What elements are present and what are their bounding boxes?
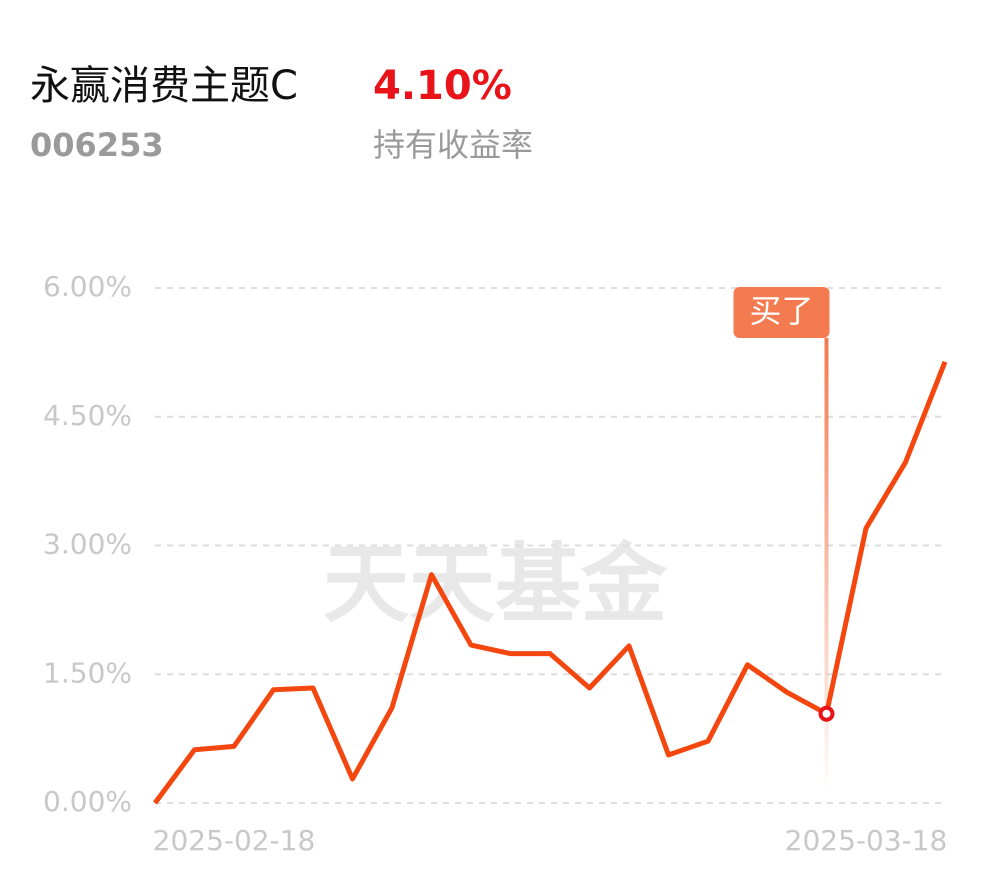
return-line bbox=[152, 360, 948, 805]
buy-point bbox=[818, 705, 835, 722]
x-tick-label: 2025-03-18 bbox=[785, 824, 948, 857]
fund-code: 006253 bbox=[30, 126, 164, 164]
buy-marker-label: 买了 bbox=[749, 292, 813, 330]
y-tick-label: 6.00% bbox=[43, 270, 132, 303]
y-tick-label: 4.50% bbox=[43, 399, 132, 432]
buy-marker-line bbox=[824, 338, 829, 795]
return-label: 持有收益率 bbox=[373, 126, 533, 164]
y-tick-label: 3.00% bbox=[43, 528, 132, 561]
y-tick-label: 0.00% bbox=[43, 785, 132, 818]
fund-title: 永赢消费主题C bbox=[30, 63, 298, 109]
watermark: 天天基金 bbox=[323, 534, 668, 634]
fund-return: 4.10% bbox=[373, 63, 512, 109]
y-tick-label: 1.50% bbox=[43, 656, 132, 689]
buy-marker-box bbox=[733, 287, 830, 338]
x-tick-label: 2025-02-18 bbox=[153, 824, 316, 857]
